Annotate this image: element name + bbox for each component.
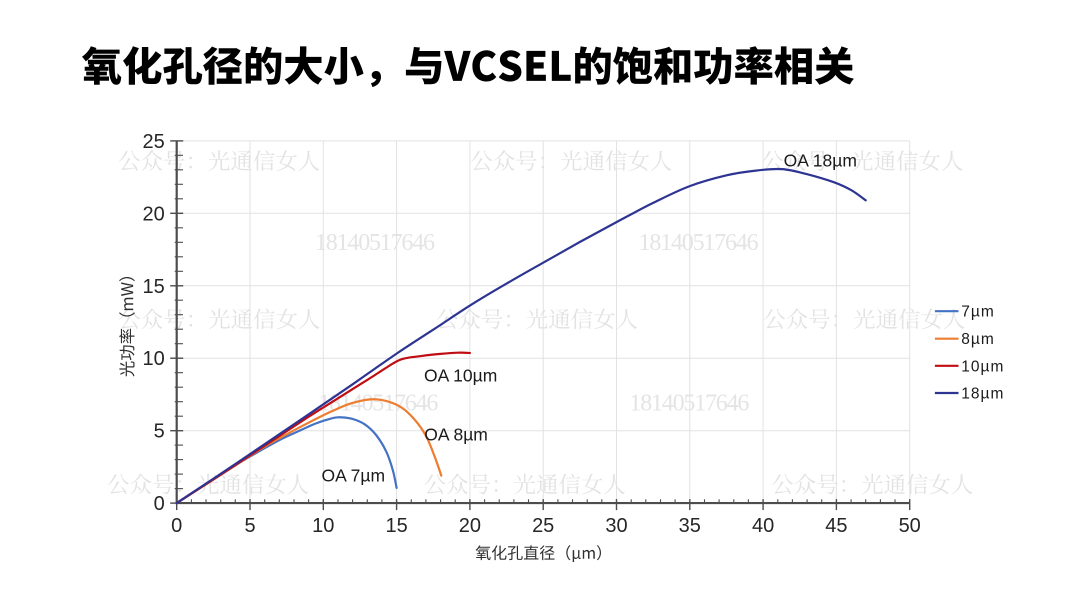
svg-text:20: 20 bbox=[143, 203, 165, 225]
svg-text:OA 10µm: OA 10µm bbox=[424, 366, 497, 386]
svg-text:5: 5 bbox=[244, 515, 255, 537]
svg-text:0: 0 bbox=[171, 515, 182, 537]
svg-text:8µm: 8µm bbox=[961, 331, 994, 348]
svg-text:10: 10 bbox=[143, 348, 165, 370]
svg-text:5: 5 bbox=[154, 421, 165, 443]
svg-text:OA 8µm: OA 8µm bbox=[424, 425, 488, 445]
svg-text:25: 25 bbox=[532, 515, 554, 537]
svg-text:10µm: 10µm bbox=[961, 358, 1004, 375]
svg-text:7µm: 7µm bbox=[961, 304, 994, 321]
svg-text:45: 45 bbox=[825, 515, 847, 537]
svg-text:OA 18µm: OA 18µm bbox=[784, 151, 857, 171]
svg-text:18140517646: 18140517646 bbox=[315, 230, 435, 256]
svg-text:40: 40 bbox=[752, 515, 774, 537]
svg-text:15: 15 bbox=[385, 515, 407, 537]
svg-text:50: 50 bbox=[899, 515, 921, 537]
svg-text:0: 0 bbox=[154, 493, 165, 515]
svg-text:30: 30 bbox=[605, 515, 627, 537]
svg-text:18µm: 18µm bbox=[961, 386, 1004, 403]
svg-text:20: 20 bbox=[459, 515, 481, 537]
svg-text:35: 35 bbox=[679, 515, 701, 537]
svg-text:15: 15 bbox=[143, 276, 165, 298]
svg-text:OA 7µm: OA 7µm bbox=[322, 465, 386, 485]
svg-text:10: 10 bbox=[312, 515, 334, 537]
svg-text:25: 25 bbox=[143, 131, 165, 153]
svg-text:18140517646: 18140517646 bbox=[639, 230, 759, 256]
